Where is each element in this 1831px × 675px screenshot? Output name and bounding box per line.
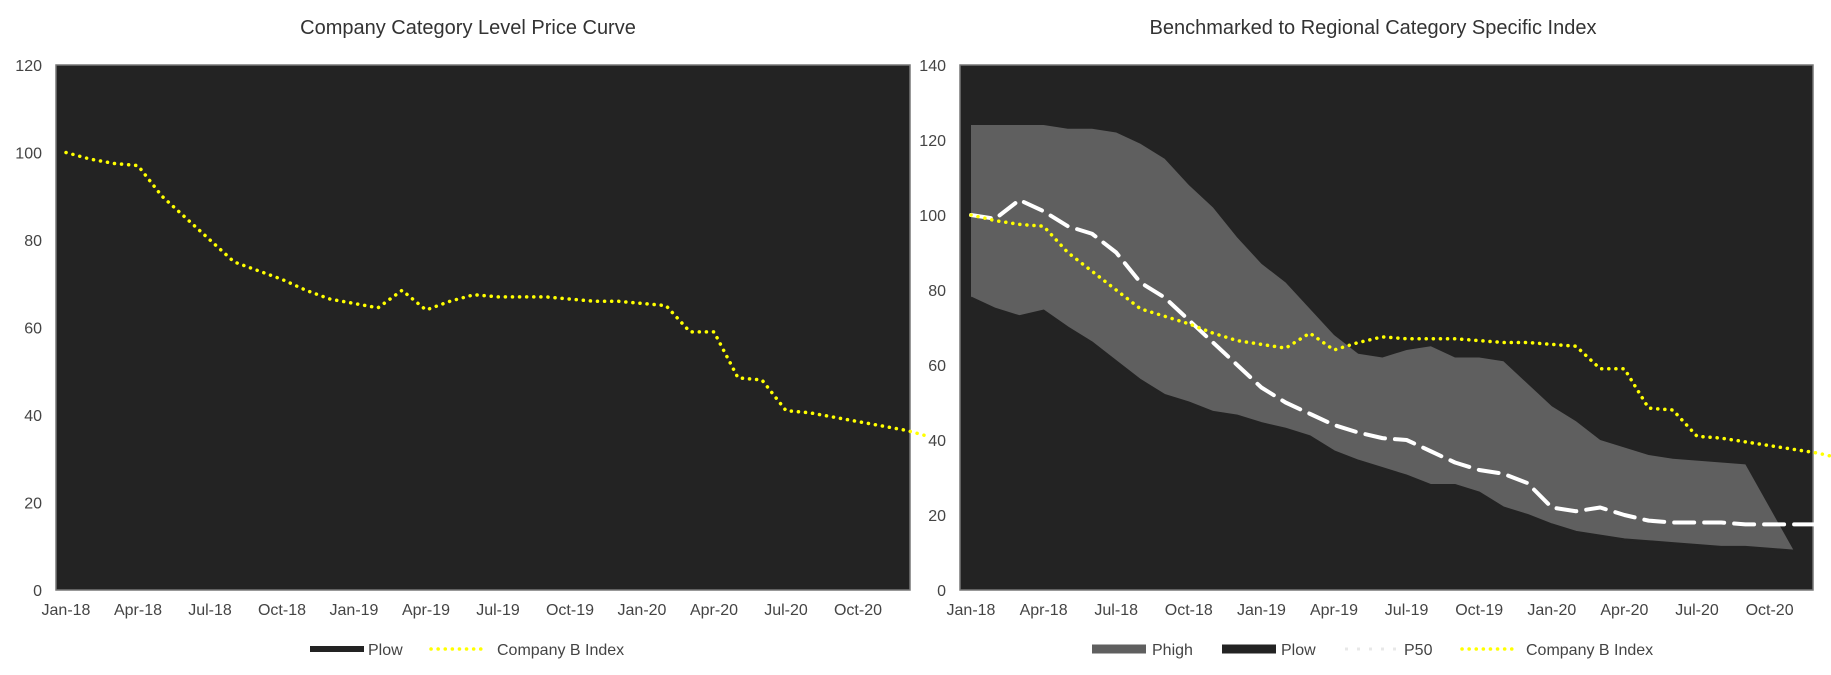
left-x-tick-label: Apr-19 — [402, 602, 450, 619]
right-y-tick-label: 80 — [928, 283, 946, 300]
legend-label-p50: P50 — [1404, 642, 1433, 659]
series-phigh-band — [971, 125, 1794, 551]
chart-left-series — [64, 150, 932, 439]
left-y-tick-label: 20 — [24, 496, 42, 513]
left-x-tick-label: Jul-20 — [764, 602, 808, 619]
chart-left-plot-area — [55, 64, 911, 591]
series-company-b-index-line — [64, 150, 932, 439]
chart-left-title: Company Category Level Price Curve — [300, 17, 636, 39]
left-y-tick-label: 100 — [15, 146, 42, 163]
right-y-tick-label: 40 — [928, 433, 946, 450]
series-company-b-index-line — [969, 213, 1831, 458]
right-y-tick-label: 120 — [919, 133, 946, 150]
chart-right-y-axis: 0 20 40 60 80 100 120 140 — [919, 58, 946, 600]
legend-label-phigh: Phigh — [1152, 642, 1193, 659]
right-x-tick-label: Oct-20 — [1746, 602, 1794, 619]
chart-right-series — [969, 125, 1831, 552]
chart-left: Company Category Level Price Curve 0 20 40… — [15, 17, 932, 659]
legend-label-plow: Plow — [1281, 642, 1316, 659]
left-x-tick-label: Oct-18 — [258, 602, 306, 619]
right-x-tick-label: Apr-20 — [1600, 602, 1648, 619]
series-plow-line — [970, 296, 1794, 552]
right-x-tick-label: Jan-20 — [1527, 602, 1576, 619]
left-x-tick-label: Jan-20 — [618, 602, 667, 619]
right-x-tick-label: Oct-18 — [1165, 602, 1213, 619]
left-x-tick-label: Jan-18 — [42, 602, 91, 619]
right-x-tick-label: Apr-19 — [1310, 602, 1358, 619]
right-y-tick-label: 0 — [937, 583, 946, 600]
chart-left-legend: Plow Company B Index — [310, 642, 624, 659]
legend-label-plow: Plow — [368, 642, 403, 659]
right-y-tick-label: 140 — [919, 58, 946, 75]
series-p50-line — [969, 198, 1820, 527]
left-y-tick-label: 120 — [15, 58, 42, 75]
left-y-tick-label: 40 — [24, 408, 42, 425]
chart-left-x-axis: Jan-18 Apr-18 Jul-18 Oct-18 Jan-19 Apr-19 Jul-… — [42, 602, 883, 619]
right-y-tick-label: 100 — [919, 208, 946, 225]
chart-right-x-axis: Jan-18 Apr-18 Jul-18 Oct-18 Jan-19 Apr-19 Jul-… — [947, 602, 1794, 619]
left-x-tick-label: Apr-18 — [114, 602, 162, 619]
left-x-tick-label: Jan-19 — [330, 602, 379, 619]
right-x-tick-label: Jul-20 — [1675, 602, 1719, 619]
legend-label-company-b-index: Company B Index — [1526, 642, 1653, 659]
right-x-tick-label: Oct-19 — [1455, 602, 1503, 619]
left-x-tick-label: Oct-20 — [834, 602, 882, 619]
left-y-tick-label: 0 — [33, 583, 42, 600]
chart-right-legend: Phigh Plow P50 Company B Index — [1092, 642, 1653, 659]
chart-left-y-axis: 0 20 40 60 80 100 120 — [15, 58, 42, 600]
right-x-tick-label: Jan-18 — [947, 602, 996, 619]
left-x-tick-label: Oct-19 — [546, 602, 594, 619]
left-y-tick-label: 60 — [24, 321, 42, 338]
left-x-tick-label: Jul-18 — [188, 602, 232, 619]
left-x-tick-label: Apr-20 — [690, 602, 738, 619]
right-x-tick-label: Jul-19 — [1385, 602, 1429, 619]
left-y-tick-label: 80 — [24, 233, 42, 250]
chart-right-title: Benchmarked to Regional Category Specifi… — [1150, 17, 1597, 39]
left-x-tick-label: Jul-19 — [476, 602, 520, 619]
right-x-tick-label: Jul-18 — [1094, 602, 1138, 619]
right-y-tick-label: 20 — [928, 508, 946, 525]
right-x-tick-label: Jan-19 — [1237, 602, 1286, 619]
right-x-tick-label: Apr-18 — [1020, 602, 1068, 619]
right-y-tick-label: 60 — [928, 358, 946, 375]
legend-label-company-b-index: Company B Index — [497, 642, 624, 659]
chart-right: Benchmarked to Regional Category Specifi… — [919, 17, 1831, 659]
